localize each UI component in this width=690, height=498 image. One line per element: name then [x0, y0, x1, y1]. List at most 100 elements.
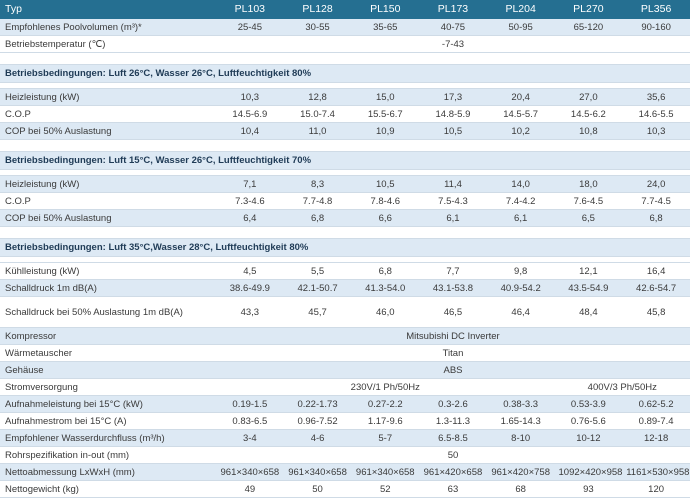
- data-row: COP bei 50% Auslastung 6,4 6,8 6,6 6,1 6,1 6,5…: [0, 209, 690, 227]
- value-cell: 93: [554, 480, 623, 498]
- section-heading: Betriebsbedingungen: Luft 26°C, Wasser 2…: [0, 64, 690, 83]
- header-cell: Typ: [0, 0, 216, 19]
- value-cell: 40.9-54.2: [486, 279, 555, 297]
- value-cell: 8-10: [486, 429, 555, 447]
- value-cell: 50-95: [486, 19, 555, 36]
- value-cell: 10,3: [622, 122, 690, 140]
- row-label: Stromversorgung: [0, 378, 216, 396]
- value-cell: 27,0: [554, 88, 623, 106]
- value-cell: 0.19-1.5: [216, 395, 284, 413]
- value-cell: 20,4: [486, 88, 555, 106]
- value-cell: 12,8: [283, 88, 352, 106]
- value-cell: 400V/3 Ph/50Hz: [554, 378, 690, 396]
- value-cell: 961×340×658: [283, 463, 352, 481]
- value-cell: 10,2: [486, 122, 555, 140]
- value-cell: 15,0: [351, 88, 420, 106]
- value-cell: -7-43: [216, 35, 690, 53]
- row-label: Nettogewicht (kg): [0, 480, 216, 498]
- value-cell: 52: [351, 480, 420, 498]
- value-cell: 9,8: [486, 262, 555, 280]
- value-cell: 12-18: [622, 429, 690, 447]
- data-row: Heizleistung (kW) 10,3 12,8 15,0 17,3 20,4 27,…: [0, 88, 690, 106]
- section-heading-row: Betriebsbedingungen: Luft 26°C, Wasser 2…: [0, 64, 690, 83]
- data-row: Wärmetauscher Titan: [0, 344, 690, 362]
- value-cell: 11,4: [419, 175, 487, 193]
- value-cell: 10,5: [419, 122, 487, 140]
- value-cell: 14.6-5.5: [622, 105, 690, 123]
- section-heading-row: Betriebsbedingungen: Luft 35°C,Wasser 28…: [0, 238, 690, 257]
- row-label: Gehäuse: [0, 361, 216, 379]
- value-cell: 49: [216, 480, 284, 498]
- value-cell: ABS: [216, 361, 690, 379]
- value-cell: 6,5: [554, 209, 623, 227]
- spacer-row: [0, 169, 690, 176]
- value-cell: 7.4-4.2: [486, 192, 555, 210]
- value-cell: 48,4: [554, 296, 623, 328]
- value-cell: 42.6-54.7: [622, 279, 690, 297]
- data-row: Schalldruck bei 50% Auslastung 1m dB(A) 4…: [0, 296, 690, 328]
- row-label: COP bei 50% Auslastung: [0, 209, 216, 227]
- value-cell: 6,4: [216, 209, 284, 227]
- row-label: Rohrspezifikation in-out (mm): [0, 446, 216, 464]
- value-cell: 15.5-6.7: [351, 105, 420, 123]
- value-cell: 0.62-5.2: [622, 395, 690, 413]
- data-row: Rohrspezifikation in-out (mm) 50: [0, 446, 690, 464]
- data-row: Nettoabmessung LxWxH (mm) 961×340×658 961×…: [0, 463, 690, 481]
- data-row: Nettogewicht (kg) 49 50 52 63 68 93 120: [0, 480, 690, 498]
- header-cell: PL270: [554, 0, 623, 19]
- data-row: Heizleistung (kW) 7,1 8,3 10,5 11,4 14,0 18,0 2…: [0, 175, 690, 193]
- value-cell: 14.5-6.9: [216, 105, 284, 123]
- value-cell: 43.5-54.9: [554, 279, 623, 297]
- row-label: Heizleistung (kW): [0, 88, 216, 106]
- value-cell: 15.0-7.4: [283, 105, 352, 123]
- data-row: Stromversorgung 230V/1 Ph/50Hz 400V/3 Ph/5…: [0, 378, 690, 396]
- spacer-row: [0, 139, 690, 152]
- row-label: Betriebstemperatur (℃): [0, 35, 216, 53]
- value-cell: 961×420×758: [486, 463, 555, 481]
- header-cell: PL173: [419, 0, 487, 19]
- value-cell: 42.1-50.7: [283, 279, 352, 297]
- value-cell: 1.17-9.6: [351, 412, 420, 430]
- value-cell: 30-55: [283, 19, 352, 36]
- row-label: Empfohlenes Poolvolumen (m³)*: [0, 19, 216, 36]
- data-row: Schalldruck 1m dB(A) 38.6-49.9 42.1-50.7 41…: [0, 279, 690, 297]
- value-cell: 7.7-4.5: [622, 192, 690, 210]
- data-row: Aufnahmestrom bei 15°C (A) 0.83-6.5 0.96-7…: [0, 412, 690, 430]
- row-label: Aufnahmeleistung bei 15°C (kW): [0, 395, 216, 413]
- value-cell: 120: [622, 480, 690, 498]
- value-cell: 14.8-5.9: [419, 105, 487, 123]
- header-cell: PL103: [216, 0, 284, 19]
- row-label: Kühlleistung (kW): [0, 262, 216, 280]
- value-cell: 45,7: [283, 296, 352, 328]
- value-cell: 7.7-4.8: [283, 192, 352, 210]
- spacer-cell: [0, 169, 690, 176]
- value-cell: 4-6: [283, 429, 352, 447]
- value-cell: 1.3-11.3: [419, 412, 487, 430]
- section-heading: Betriebsbedingungen: Luft 35°C,Wasser 28…: [0, 238, 690, 257]
- value-cell: 38.6-49.9: [216, 279, 284, 297]
- data-row: Kompressor Mitsubishi DC Inverter: [0, 327, 690, 345]
- row-label: COP bei 50% Auslastung: [0, 122, 216, 140]
- data-row: COP bei 50% Auslastung 10,4 11,0 10,9 10,5 10…: [0, 122, 690, 140]
- data-row: Betriebstemperatur (℃) -7-43: [0, 35, 690, 53]
- value-cell: 7,1: [216, 175, 284, 193]
- header-cell: PL150: [351, 0, 420, 19]
- header-cell: PL356: [622, 0, 690, 19]
- value-cell: 46,5: [419, 296, 487, 328]
- value-cell: 18,0: [554, 175, 623, 193]
- value-cell: 6,8: [622, 209, 690, 227]
- value-cell: 6.5-8.5: [419, 429, 487, 447]
- spacer-cell: [0, 52, 690, 65]
- data-row: C.O.P 14.5-6.9 15.0-7.4 15.5-6.7 14.8-5.9 14.…: [0, 105, 690, 123]
- value-cell: 35,6: [622, 88, 690, 106]
- spacer-row: [0, 256, 690, 263]
- row-label: Schalldruck 1m dB(A): [0, 279, 216, 297]
- spacer-cell: [0, 226, 690, 239]
- value-cell: 41.3-54.0: [351, 279, 420, 297]
- value-cell: 6,8: [283, 209, 352, 227]
- row-label: Wärmetauscher: [0, 344, 216, 362]
- value-cell: 43.1-53.8: [419, 279, 487, 297]
- value-cell: 43,3: [216, 296, 284, 328]
